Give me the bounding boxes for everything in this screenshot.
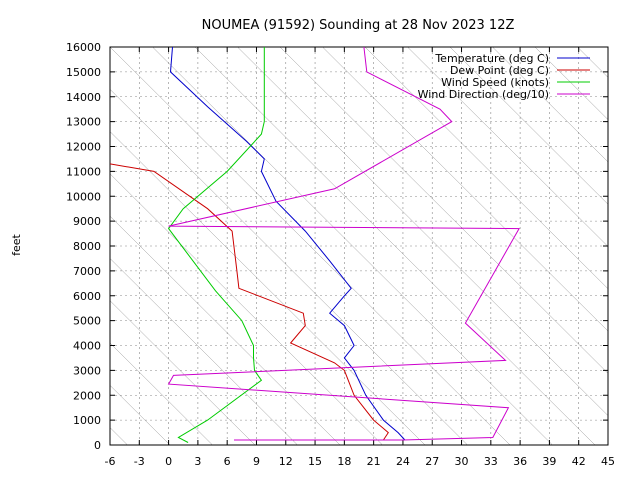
y-tick-label: 14000 [66, 91, 101, 104]
x-tick-label: 45 [601, 455, 615, 468]
skew-line [620, 47, 640, 445]
grid [110, 47, 608, 445]
legend-label: Wind Direction (deg/10) [418, 88, 549, 101]
skew-line [534, 47, 608, 120]
legend-label: Wind Speed (knots) [441, 76, 549, 89]
y-tick-label: 2000 [73, 389, 101, 402]
x-tick-label: 15 [308, 455, 322, 468]
skew-line [110, 88, 468, 445]
y-axis-label: feet [10, 233, 23, 255]
series-line-wind-speed-knots [167, 47, 265, 443]
chart-title: NOUMEA (91592) Sounding at 28 Nov 2023 1… [202, 18, 515, 33]
x-tick-label: 9 [253, 455, 260, 468]
skew-line [492, 47, 608, 163]
y-tick-label: 5000 [73, 315, 101, 328]
x-tick-label: 6 [224, 455, 231, 468]
skew-line [322, 47, 608, 332]
series-line-temperature-deg-c [169, 47, 406, 441]
y-tick-label: 10000 [66, 190, 101, 203]
series-lines [110, 47, 520, 443]
x-tick-label: 0 [165, 455, 172, 468]
x-tick-label: -6 [105, 455, 116, 468]
y-tick-label: 13000 [66, 116, 101, 129]
x-tick-label: 21 [367, 455, 381, 468]
x-tick-label: 36 [513, 455, 527, 468]
series-line-dew-point-deg-c [110, 163, 389, 441]
y-tick-label: 3000 [73, 364, 101, 377]
x-tick-label: 42 [572, 455, 586, 468]
skew-line [449, 47, 608, 205]
y-tick-label: 6000 [73, 290, 101, 303]
x-tick-label: 18 [337, 455, 351, 468]
y-axis: 0 1000 2000 3000 4000 5000 6000 7000 8000 9000 100… [66, 41, 608, 452]
skew-line [110, 173, 383, 445]
y-tick-label: 4000 [73, 340, 101, 353]
x-tick-label: 27 [425, 455, 439, 468]
legend-label: Temperature (deg C) [434, 52, 549, 65]
series-line-wind-direction-deg [167, 47, 520, 441]
x-tick-label: 39 [542, 455, 556, 468]
x-tick-label: 33 [484, 455, 498, 468]
skew-line [110, 300, 256, 445]
y-tick-label: 16000 [66, 41, 101, 54]
x-axis: -6 -3 0 3 6 9 12 15 18 21 24 27 30 33 36 39 42 45 [105, 47, 615, 468]
x-tick-label: 30 [455, 455, 469, 468]
y-tick-label: 7000 [73, 265, 101, 278]
x-tick-label: -3 [134, 455, 145, 468]
y-tick-label: 12000 [66, 141, 101, 154]
y-tick-label: 1000 [73, 414, 101, 427]
x-tick-label: 24 [396, 455, 410, 468]
skew-line [152, 47, 553, 445]
y-tick-label: 0 [94, 439, 101, 452]
y-tick-label: 11000 [66, 165, 101, 178]
skew-line [237, 47, 608, 417]
skew-line [110, 342, 213, 445]
y-tick-label: 9000 [73, 215, 101, 228]
y-tick-label: 15000 [66, 66, 101, 79]
legend: Temperature (deg C)Dew Point (deg C)Wind… [418, 52, 590, 101]
legend-label: Dew Point (deg C) [450, 64, 549, 77]
y-tick-label: 8000 [73, 240, 101, 253]
x-tick-label: 3 [194, 455, 201, 468]
x-tick-label: 12 [279, 455, 293, 468]
skew-line [110, 258, 298, 445]
